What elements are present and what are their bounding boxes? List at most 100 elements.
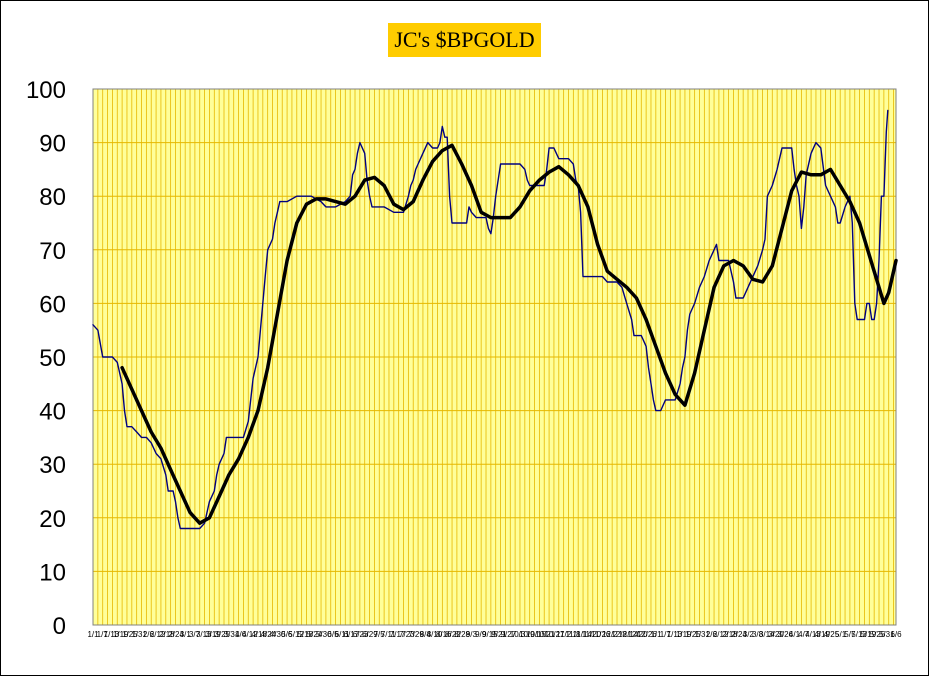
x-tick-label: 3/25: [214, 630, 230, 639]
series-layer: [92, 109, 898, 530]
x-tick-label: 7/23: [399, 630, 415, 639]
x-tick-label: 4/19: [814, 630, 830, 639]
x-tick-label: 1/19: [676, 630, 692, 639]
x-tick-label: 5/7: [844, 630, 856, 639]
y-tick-label: 50: [39, 345, 66, 372]
x-tick-label: 7/29: [408, 630, 424, 639]
x-tick-label: 9/27: [501, 630, 517, 639]
x-tick-label: 5/13: [851, 630, 867, 639]
x-tick-label: 6/17: [344, 630, 360, 639]
x-tick-label: 4/25: [824, 630, 840, 639]
x-tick-label: 1/31: [694, 630, 710, 639]
x-tick-label: 8/4: [420, 630, 432, 639]
x-tick-label: 5/1: [835, 630, 847, 639]
x-tick-label: 11/2: [556, 630, 572, 639]
x-tick-label: 3/1: [180, 630, 192, 639]
x-tick-label: 3/19: [205, 630, 221, 639]
x-tick-label: 8/28: [454, 630, 470, 639]
x-axis: 1/11/71/131/191/251/312/62/122/182/243/1…: [87, 630, 902, 639]
x-tick-label: 1/7: [97, 630, 109, 639]
series-line-raw: [92, 109, 889, 530]
y-tick-label: 30: [39, 452, 66, 479]
y-tick-label: 20: [39, 506, 66, 533]
x-tick-label: 11/8: [565, 630, 581, 639]
x-tick-label: 2/12: [713, 630, 729, 639]
x-tick-label: 9/3: [466, 630, 478, 639]
x-tick-label: 2/18: [722, 630, 738, 639]
x-tick-label: 7/11: [381, 630, 397, 639]
x-tick-label: 10/9: [519, 630, 535, 639]
x-tick-label: 5/30: [316, 630, 332, 639]
y-tick-label: 60: [39, 291, 66, 318]
x-tick-label: 4/30: [270, 630, 286, 639]
y-axis: 0 10 20 30 40 50 60 70 80 90 100: [26, 77, 66, 640]
x-tick-label: 2/12: [150, 630, 166, 639]
x-tick-label: 4/24: [261, 630, 277, 639]
y-tick-label: 100: [26, 77, 66, 104]
y-tick-label: 10: [39, 559, 66, 586]
x-tick-label: 2/6: [706, 630, 718, 639]
x-tick-label: 5/6: [281, 630, 293, 639]
x-tick-label: 3/14: [759, 630, 775, 639]
x-tick-label: 6/29: [362, 630, 378, 639]
x-tick-label: 10/21: [535, 630, 556, 639]
x-tick-label: 5/19: [861, 630, 877, 639]
x-tick-label: 3/20: [768, 630, 784, 639]
x-tick-label: 8/10: [427, 630, 443, 639]
x-tick-label: 6/11: [335, 630, 351, 639]
x-tick-label: 6/5: [327, 630, 339, 639]
x-tick-label: 3/26: [777, 630, 793, 639]
y-tick-label: 40: [39, 399, 66, 426]
x-tick-label: 12/14: [618, 630, 639, 639]
x-tick-label: 8/22: [445, 630, 461, 639]
x-tick-label: 7/17: [390, 630, 406, 639]
x-tick-label: 9/21: [491, 630, 507, 639]
x-tick-label: 3/2: [743, 630, 755, 639]
x-tick-label: 6/6: [890, 630, 902, 639]
x-tick-label: 12/2: [602, 630, 618, 639]
x-tick-label: 1/25: [122, 630, 138, 639]
series-line-smoothed: [120, 143, 898, 525]
x-tick-label: 4/18: [251, 630, 267, 639]
x-tick-label: 5/18: [297, 630, 313, 639]
x-tick-label: 4/12: [242, 630, 258, 639]
y-tick-label: 80: [39, 184, 66, 211]
x-tick-label: 5/25: [870, 630, 886, 639]
x-tick-label: 1/1: [87, 630, 99, 639]
x-tick-label: 11/20: [582, 630, 602, 639]
x-tick-label: 2/18: [159, 630, 175, 639]
x-tick-label: 10/15: [526, 630, 547, 639]
x-tick-label: 2/24: [168, 630, 184, 639]
x-tick-label: 12/26: [637, 630, 658, 639]
x-tick-label: 1/1: [650, 630, 662, 639]
x-tick-label: 9/15: [482, 630, 498, 639]
x-tick-label: 10/3: [510, 630, 526, 639]
x-tick-label: 10/27: [544, 630, 565, 639]
x-tick-label: 1/25: [685, 630, 701, 639]
plot-border: [92, 88, 897, 626]
x-tick-label: 4/7: [798, 630, 810, 639]
x-tick-label: 11/14: [572, 630, 592, 639]
x-tick-label: 3/8: [752, 630, 764, 639]
x-tick-label: 7/5: [374, 630, 386, 639]
x-tick-label: 4/13: [805, 630, 821, 639]
x-tick-label: 5/24: [307, 630, 323, 639]
x-tick-label: 2/6: [143, 630, 155, 639]
x-tick-label: 9/9: [475, 630, 487, 639]
x-tick-label: 8/16: [436, 630, 452, 639]
x-tick-label: 11/26: [591, 630, 611, 639]
x-tick-label: 2/24: [731, 630, 747, 639]
x-tick-label: 1/31: [131, 630, 147, 639]
y-tick-label: 0: [53, 613, 66, 640]
x-tick-label: 3/13: [196, 630, 212, 639]
y-tick-label: 90: [39, 131, 66, 158]
x-tick-label: 1/7: [660, 630, 672, 639]
x-tick-label: 3/7: [189, 630, 201, 639]
x-tick-label: 1/19: [113, 630, 129, 639]
x-tick-label: 6/23: [353, 630, 369, 639]
x-tick-label: 5/31: [879, 630, 895, 639]
x-tick-label: 1/13: [104, 630, 120, 639]
x-tick-label: 4/1: [789, 630, 801, 639]
x-tick-label: 4/6: [235, 630, 247, 639]
